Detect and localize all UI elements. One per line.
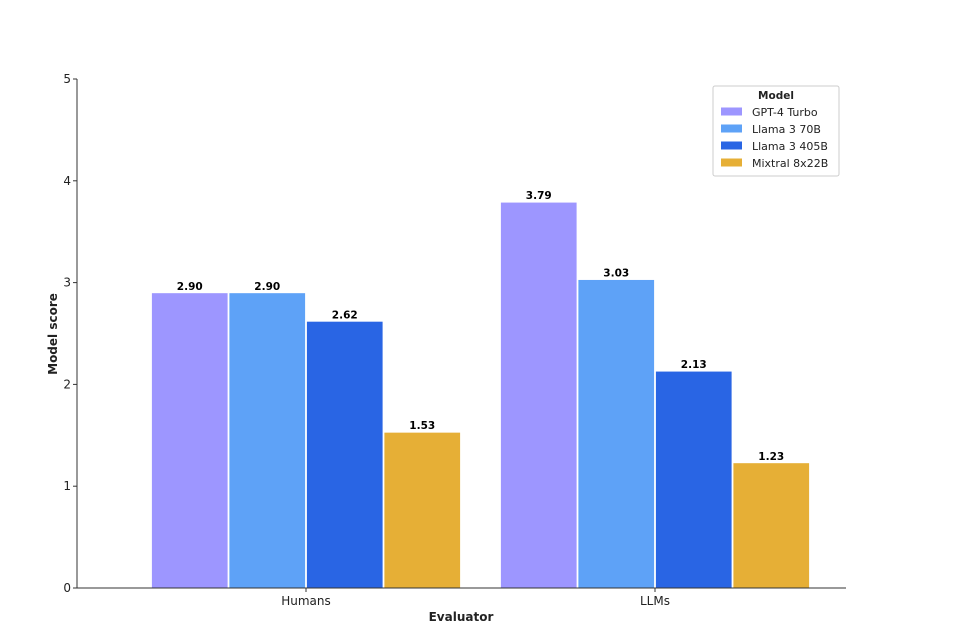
bar-llms-llama-3-405b	[655, 370, 733, 589]
y-tick-label: 5	[63, 72, 71, 86]
y-axis-title: Model score	[46, 293, 60, 375]
legend-swatch	[721, 158, 742, 167]
data-label: 3.79	[526, 190, 552, 202]
data-label: 1.53	[409, 420, 435, 432]
bar-llms-mixtral-8x22b	[732, 462, 810, 589]
y-tick-label: 2	[63, 377, 71, 391]
legend-label: GPT-4 Turbo	[752, 106, 818, 119]
x-tick-label: Humans	[281, 594, 331, 608]
x-tick-label: LLMs	[640, 594, 670, 608]
bar-humans-gpt-4-turbo	[151, 292, 229, 589]
y-tick-label: 3	[63, 276, 71, 290]
y-tick-label: 1	[63, 479, 71, 493]
legend-swatch	[721, 107, 742, 116]
data-label: 2.90	[177, 281, 203, 293]
y-tick-label: 0	[63, 581, 71, 595]
data-label: 3.03	[603, 268, 629, 280]
y-tick-label: 4	[63, 174, 71, 188]
bar-humans-llama-3-405b	[306, 320, 384, 589]
legend-box	[712, 85, 840, 177]
legend-swatch	[721, 124, 742, 133]
data-label: 1.23	[758, 451, 784, 463]
y-ticks-layer: 0 1 2 3 4 5	[63, 72, 77, 595]
legend-label: Llama 3 405B	[752, 140, 828, 153]
x-ticks-layer: Humans LLMs	[281, 588, 670, 608]
legend-label: Mixtral 8x22B	[752, 157, 828, 170]
legend-title: Model	[758, 90, 794, 102]
bar-llms-gpt-4-turbo	[500, 201, 578, 589]
bar-humans-llama-3-70b	[228, 292, 306, 589]
legend: Model GPT-4 Turbo Llama 3 70B Llama 3 405B…	[712, 85, 840, 177]
bar-llms-llama-3-70b	[577, 279, 655, 589]
legend-label: Llama 3 70B	[752, 123, 821, 136]
data-label: 2.62	[332, 309, 358, 321]
legend-swatch	[721, 141, 742, 150]
bar-humans-mixtral-8x22b	[383, 431, 461, 589]
bars-layer	[151, 201, 810, 589]
data-label: 2.90	[254, 281, 280, 293]
legend-items: GPT-4 Turbo Llama 3 70B Llama 3 405B Mixtra…	[721, 106, 828, 170]
axes-layer	[76, 79, 846, 589]
data-label: 2.13	[681, 359, 707, 371]
x-axis-title: Evaluator	[429, 610, 494, 624]
data-labels-layer: 2.90 2.90 2.62 1.53 3.79 3.03 2.13 1.23	[177, 190, 784, 463]
